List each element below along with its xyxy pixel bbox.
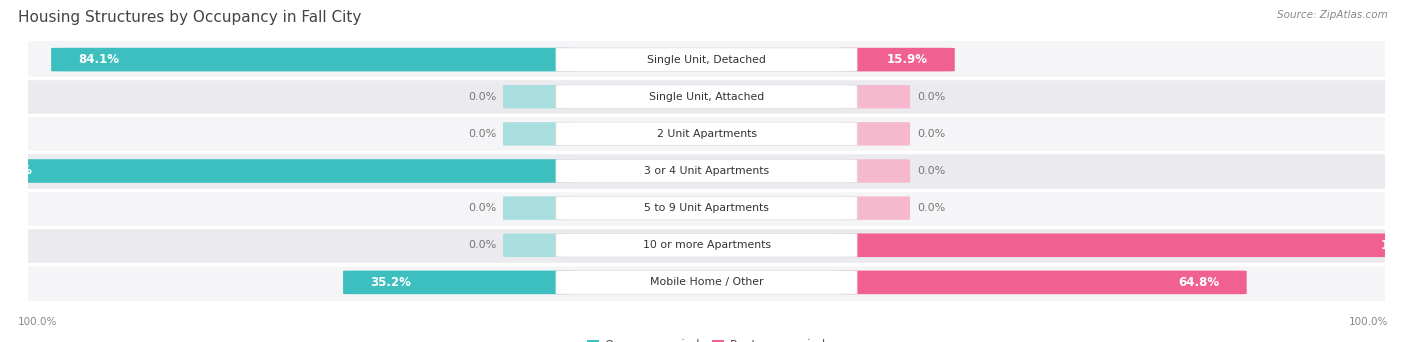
Text: Source: ZipAtlas.com: Source: ZipAtlas.com [1277,10,1388,20]
FancyBboxPatch shape [555,122,858,146]
Bar [28,115,1385,153]
Bar [28,227,1385,264]
Text: 100.0%: 100.0% [18,317,58,327]
Text: Housing Structures by Occupancy in Fall City: Housing Structures by Occupancy in Fall … [18,10,361,25]
Text: 2 Unit Apartments: 2 Unit Apartments [657,129,756,139]
FancyBboxPatch shape [838,234,1406,257]
FancyBboxPatch shape [842,85,910,108]
Text: 3 or 4 Unit Apartments: 3 or 4 Unit Apartments [644,166,769,176]
FancyBboxPatch shape [555,234,858,257]
FancyBboxPatch shape [842,122,910,146]
FancyBboxPatch shape [842,196,910,220]
Text: Mobile Home / Other: Mobile Home / Other [650,277,763,287]
Text: 10 or more Apartments: 10 or more Apartments [643,240,770,250]
Text: 0.0%: 0.0% [917,166,945,176]
FancyBboxPatch shape [51,48,575,71]
Text: 84.1%: 84.1% [79,53,120,66]
Text: 64.8%: 64.8% [1178,276,1219,289]
FancyBboxPatch shape [503,85,571,108]
Text: 15.9%: 15.9% [887,53,928,66]
FancyBboxPatch shape [838,48,955,71]
Legend: Owner-occupied, Renter-occupied: Owner-occupied, Renter-occupied [588,339,825,342]
Bar [28,41,1385,78]
Text: 0.0%: 0.0% [468,129,496,139]
FancyBboxPatch shape [555,85,858,108]
Bar [28,78,1385,115]
Text: Single Unit, Attached: Single Unit, Attached [650,92,763,102]
FancyBboxPatch shape [838,271,1247,294]
FancyBboxPatch shape [503,196,571,220]
FancyBboxPatch shape [842,159,910,183]
FancyBboxPatch shape [503,234,571,257]
Text: 0.0%: 0.0% [468,203,496,213]
FancyBboxPatch shape [555,159,858,183]
Text: 0.0%: 0.0% [917,129,945,139]
Bar [28,189,1385,227]
FancyBboxPatch shape [503,122,571,146]
FancyBboxPatch shape [0,159,575,183]
Text: 0.0%: 0.0% [917,92,945,102]
Text: 5 to 9 Unit Apartments: 5 to 9 Unit Apartments [644,203,769,213]
Bar [28,264,1385,301]
FancyBboxPatch shape [343,271,575,294]
Text: 35.2%: 35.2% [370,276,411,289]
Text: 100.0%: 100.0% [0,165,32,177]
Text: 0.0%: 0.0% [468,240,496,250]
Text: 0.0%: 0.0% [468,92,496,102]
FancyBboxPatch shape [555,48,858,71]
Bar [28,153,1385,189]
Text: 100.0%: 100.0% [1381,239,1406,252]
FancyBboxPatch shape [555,271,858,294]
Text: 0.0%: 0.0% [917,203,945,213]
Text: 100.0%: 100.0% [1348,317,1388,327]
FancyBboxPatch shape [555,196,858,220]
Text: Single Unit, Detached: Single Unit, Detached [647,55,766,65]
